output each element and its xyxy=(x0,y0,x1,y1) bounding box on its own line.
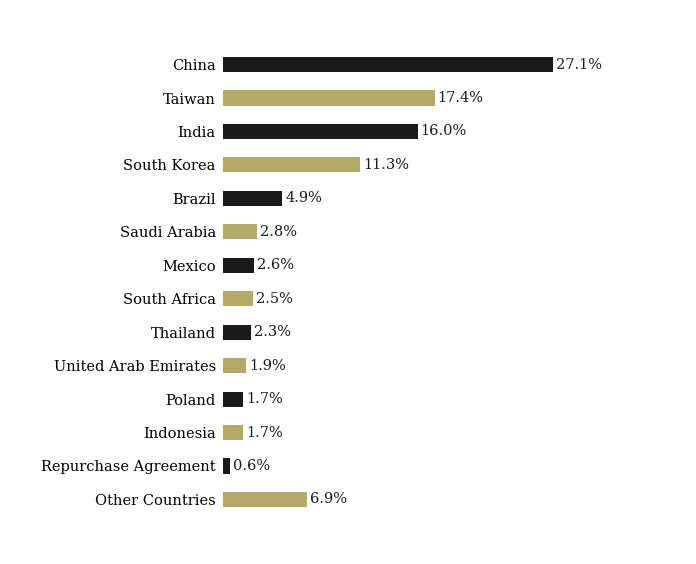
Bar xyxy=(223,124,418,139)
Text: 1.7%: 1.7% xyxy=(246,425,283,439)
Bar xyxy=(223,492,307,507)
Text: 27.1%: 27.1% xyxy=(556,58,602,72)
Text: 6.9%: 6.9% xyxy=(310,492,347,506)
Text: 4.9%: 4.9% xyxy=(285,191,322,205)
Bar xyxy=(223,391,244,407)
Text: 0.6%: 0.6% xyxy=(233,459,270,473)
Text: 2.5%: 2.5% xyxy=(256,292,293,306)
Text: 2.8%: 2.8% xyxy=(260,225,297,239)
Bar xyxy=(223,291,253,306)
Bar xyxy=(223,325,251,340)
Text: 17.4%: 17.4% xyxy=(438,91,484,105)
Bar xyxy=(223,425,244,440)
Text: 1.9%: 1.9% xyxy=(249,359,285,373)
Bar xyxy=(223,157,361,173)
Bar xyxy=(223,459,230,474)
Bar xyxy=(223,191,283,206)
Text: 11.3%: 11.3% xyxy=(363,158,409,172)
Bar xyxy=(223,358,246,373)
Bar xyxy=(223,258,255,273)
Text: 1.7%: 1.7% xyxy=(246,392,283,406)
Text: 2.3%: 2.3% xyxy=(254,325,291,339)
Bar xyxy=(223,57,553,72)
Text: 16.0%: 16.0% xyxy=(420,125,467,139)
Bar xyxy=(223,224,257,239)
Bar xyxy=(223,90,434,105)
Text: 2.6%: 2.6% xyxy=(258,258,294,272)
